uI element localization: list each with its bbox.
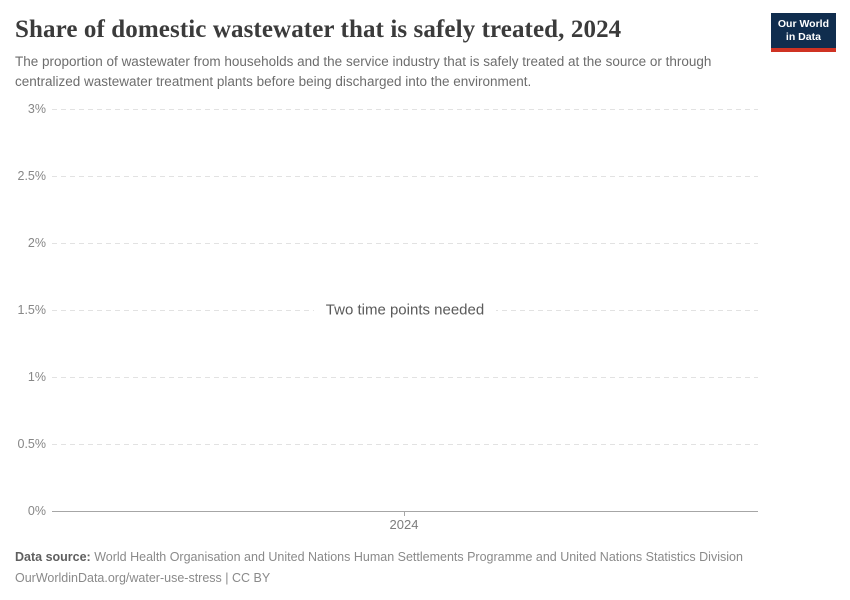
y-axis-tick-label: 0% [27, 504, 46, 518]
y-axis-tick-label: 2% [27, 236, 46, 250]
data-source-text: World Health Organisation and United Nat… [94, 550, 743, 564]
owid-logo-line1: Our World [777, 18, 829, 30]
chart-footer: Data source: World Health Organisation a… [15, 547, 835, 588]
y-axis-tick-label: 1.5% [17, 303, 47, 317]
owid-logo-line2: in Data [785, 31, 821, 43]
chart-subtitle: The proportion of wastewater from househ… [15, 54, 712, 89]
chart-empty-message: Two time points needed [313, 301, 497, 319]
gridline [52, 243, 758, 244]
data-source-label: Data source: [15, 550, 91, 564]
citation-line: OurWorldinData.org/water-use-stress | CC… [15, 568, 835, 589]
y-axis-tick-label: 2.5% [17, 169, 47, 183]
gridline [52, 109, 758, 110]
license-link[interactable]: CC BY [232, 570, 271, 585]
gridline [52, 377, 758, 378]
gridline [52, 176, 758, 177]
chart-title: Share of domestic wastewater that is saf… [15, 16, 622, 43]
y-axis-tick-label: 0.5% [17, 437, 47, 451]
x-axis-line [52, 511, 758, 512]
x-axis-tick-label: 2024 [389, 517, 419, 532]
citation-url-link[interactable]: OurWorldinData.org/water-use-stress [15, 570, 222, 585]
y-axis-tick-label: 1% [27, 370, 46, 384]
citation-separator: | [225, 570, 229, 585]
owid-logo[interactable]: Our World in Data [770, 13, 836, 52]
gridline [52, 444, 758, 445]
x-axis-tick-mark [404, 512, 405, 516]
y-axis-tick-label: 3% [27, 102, 46, 116]
data-source-line: Data source: World Health Organisation a… [15, 547, 835, 568]
